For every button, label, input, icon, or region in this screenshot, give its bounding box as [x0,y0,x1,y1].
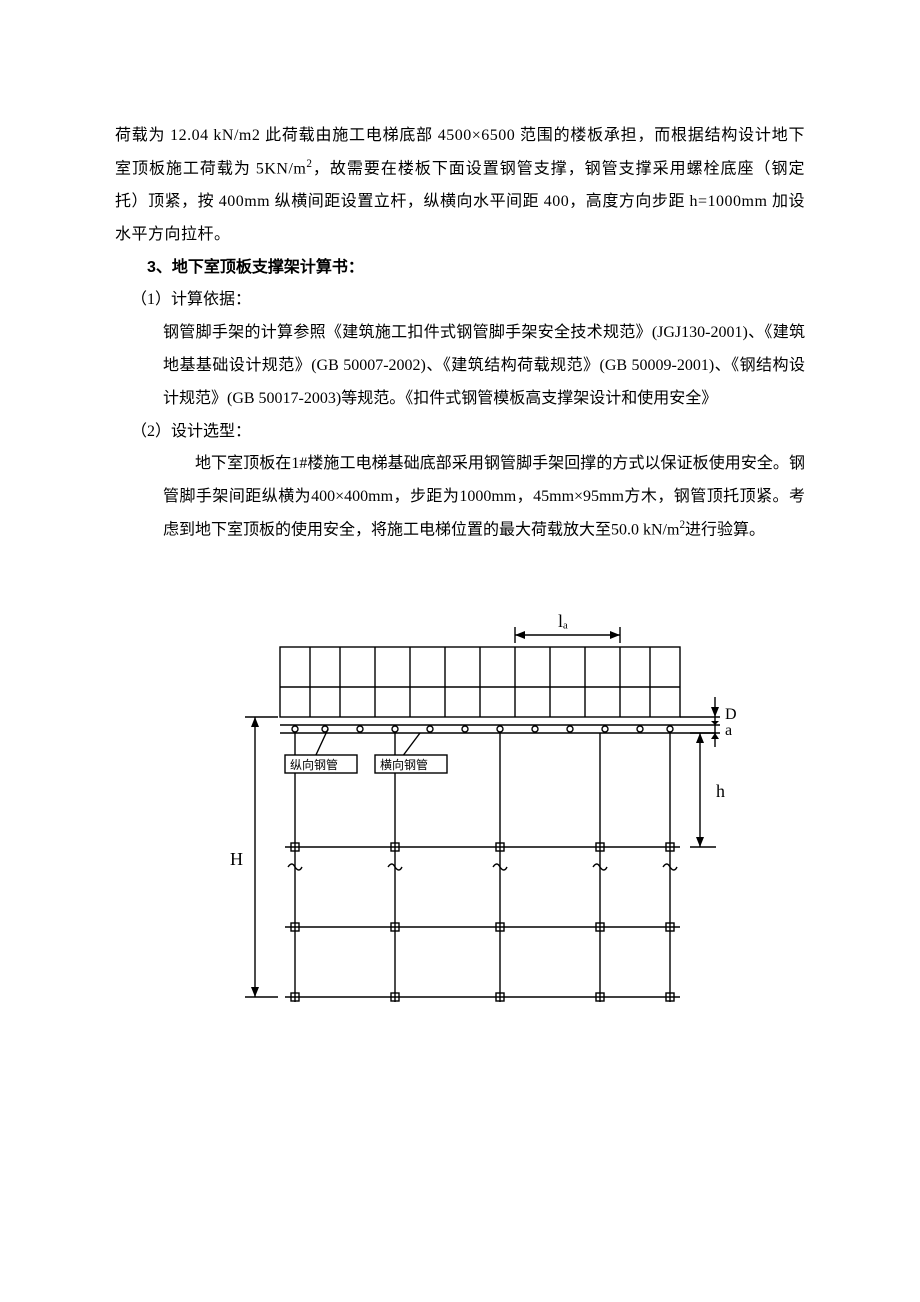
label-h: h [716,781,725,801]
label-heng: 横向钢管 [380,757,428,772]
scaffold-diagram-wrap: lₐ D a [115,607,805,1027]
subsection-2-label: （2）设计选型： [115,416,805,449]
subsection-2-body: 地下室顶板在1#楼施工电梯基础底部采用钢管脚手架回撑的方式以保证板使用安全。钢管… [115,448,805,547]
s2-part-b: 进行验算。 [685,521,765,538]
paragraph-intro: 荷载为 12.04 kN/m2 此荷载由施工电梯底部 4500×6500 范围的… [115,120,805,252]
subsection-1-body: 钢管脚手架的计算参照《建筑施工扣件式钢管脚手架安全技术规范》(JGJ130-20… [115,317,805,415]
label-la: lₐ [558,611,568,631]
subsection-1-label: （1）计算依据： [115,284,805,317]
label-H: H [230,849,243,869]
label-zong: 纵向钢管 [290,757,338,772]
label-D: D [725,706,737,723]
label-a: a [725,722,732,739]
heading-3: 3、地下室顶板支撑架计算书： [115,252,805,285]
scaffold-diagram: lₐ D a [160,607,760,1027]
